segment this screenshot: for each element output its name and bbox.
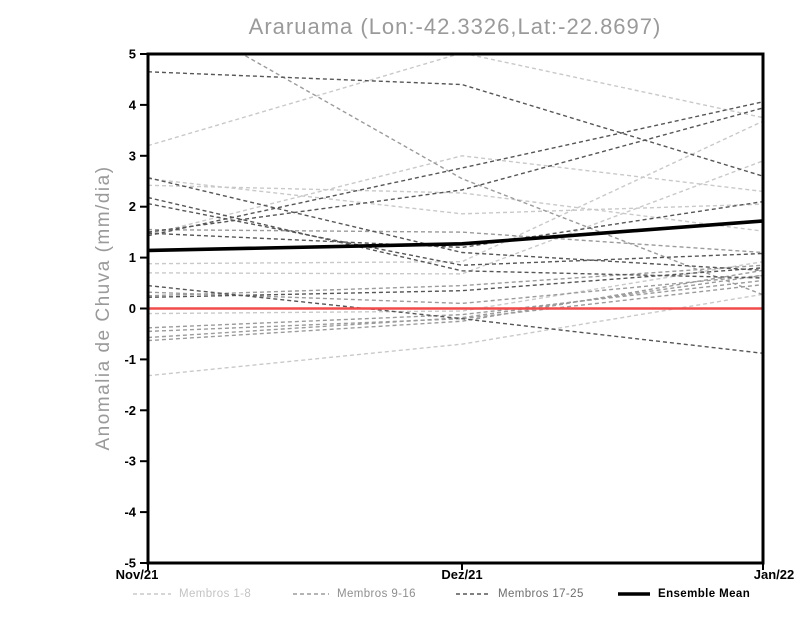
member-line-dark — [149, 197, 762, 279]
member-line-dark — [149, 203, 762, 266]
legend-label: Ensemble Mean — [658, 588, 751, 600]
legend-dash-sample-light — [133, 593, 171, 595]
member-line-light — [149, 160, 762, 275]
member-line-dark — [149, 284, 762, 354]
legend-item-ensemble-mean: Ensemble Mean — [617, 586, 750, 602]
member-line-dark — [149, 201, 762, 249]
legend-item-membros-17-25: Membros 17-25 — [455, 586, 584, 602]
member-line-medium — [149, 279, 762, 329]
member-line-medium — [149, 269, 762, 342]
member-line-light — [149, 120, 762, 265]
legend-label: Membros 9-16 — [337, 588, 416, 600]
member-line-medium — [242, 55, 762, 296]
member-line-light — [149, 155, 762, 236]
x-tick-label: Dez/21 — [441, 567, 482, 582]
ensemble-mean-line — [149, 219, 762, 253]
member-line-light — [149, 178, 762, 215]
y-tick-label: 1 — [129, 250, 136, 265]
member-line-medium — [149, 274, 762, 305]
member-line-dark — [149, 101, 762, 237]
legend-item-membros-1-8: Membros 1-8 — [132, 586, 251, 602]
x-tick-label: Nov/21 — [116, 567, 159, 582]
member-line-dark — [149, 71, 762, 177]
member-line-light — [149, 293, 762, 377]
x-tick-label: Jan/22 — [754, 567, 794, 582]
y-tick-label: -3 — [124, 454, 136, 469]
member-line-light — [149, 184, 762, 232]
member-line-dark — [149, 177, 762, 271]
y-tick-label: 5 — [129, 47, 136, 62]
y-tick-label: 2 — [129, 199, 136, 214]
y-tick-label: -4 — [124, 505, 136, 520]
legend-label: Membros 17-25 — [498, 588, 584, 600]
y-tick-label: -2 — [124, 403, 136, 418]
y-tick-label: 3 — [129, 148, 136, 163]
y-tick-label: -5 — [124, 556, 136, 571]
legend-item-membros-9-16: Membros 9-16 — [292, 586, 416, 602]
y-tick-label: 0 — [129, 301, 136, 316]
chart-title: Araruama (Lon:-42.3326,Lat:-22.8697) — [248, 14, 662, 39]
member-line-light — [149, 55, 762, 147]
y-tick-label: 4 — [129, 97, 137, 112]
member-line-dark — [149, 107, 762, 233]
legend-label: Membros 1-8 — [179, 588, 252, 600]
legend-dash-sample-dark — [456, 593, 490, 595]
legend-dash-sample-medium — [293, 593, 329, 595]
y-tick-label: -1 — [124, 352, 136, 367]
legend-solid-sample-mean — [618, 592, 650, 596]
